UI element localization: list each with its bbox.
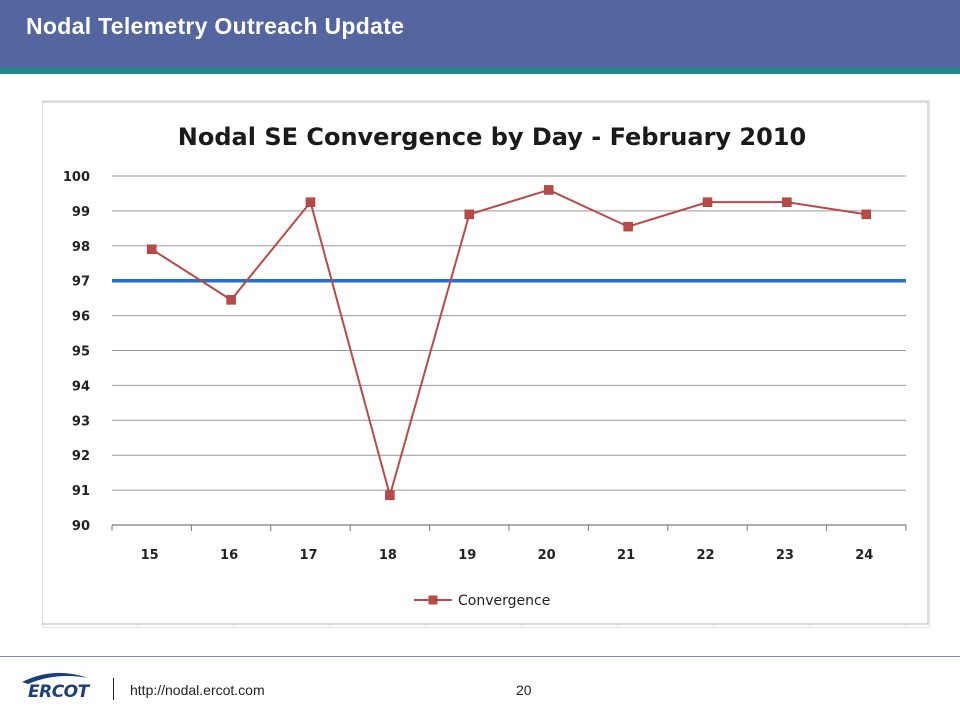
page-number: 20 [516, 682, 532, 698]
footer-url-link[interactable]: http://nodal.ercot.com [130, 682, 265, 698]
ercot-logo: ERCOT [18, 668, 92, 708]
y-tick-label: 96 [72, 310, 90, 325]
y-tick-label: 100 [63, 170, 90, 185]
chart-title: Nodal SE Convergence by Day - February 2… [178, 123, 806, 151]
y-tick-label: 91 [72, 484, 90, 499]
convergence-data-point [226, 295, 236, 305]
x-tick-label: 18 [379, 548, 397, 563]
convergence-data-point [623, 221, 633, 232]
convergence-data-point [782, 197, 792, 207]
x-tick-label: 20 [538, 548, 556, 563]
x-tick-label: 21 [617, 548, 635, 563]
convergence-data-point [146, 244, 157, 255]
x-tick-label: 23 [776, 548, 794, 563]
slide-title: Nodal Telemetry Outreach Update [26, 13, 405, 39]
convergence-chart: Nodal SE Convergence by Day - February 2… [42, 100, 930, 628]
slide-header: Nodal Telemetry Outreach Update [0, 0, 960, 68]
x-tick-label: 16 [220, 548, 238, 563]
legend-marker [428, 595, 438, 605]
y-tick-label: 98 [72, 240, 90, 255]
x-tick-label: 17 [299, 548, 317, 563]
y-tick-label: 93 [72, 414, 90, 429]
y-tick-label: 95 [72, 345, 90, 360]
convergence-data-point [305, 197, 316, 207]
header-stripe [0, 68, 960, 74]
y-tick-label: 92 [72, 449, 90, 464]
x-tick-label: 19 [458, 548, 476, 563]
y-tick-label: 97 [72, 275, 90, 290]
convergence-data-point [464, 209, 475, 220]
logo-swoosh-icon [22, 672, 88, 684]
convergence-data-point [543, 185, 554, 195]
convergence-data-point [861, 209, 872, 220]
y-tick-label: 90 [72, 519, 90, 534]
y-tick-label: 99 [72, 205, 90, 220]
footer-divider [0, 656, 960, 657]
legend-label: Convergence [458, 593, 550, 609]
chart-container: Nodal SE Convergence by Day - February 2… [42, 100, 930, 628]
x-tick-label: 22 [696, 548, 714, 563]
footer-separator [113, 678, 114, 700]
convergence-data-point [385, 490, 395, 501]
plot-frame [42, 101, 929, 625]
convergence-series-line [151, 188, 867, 500]
x-tick-label: 24 [855, 548, 873, 563]
x-tick-label: 15 [141, 548, 159, 563]
y-tick-label: 94 [72, 379, 90, 394]
logo-text: ERCOT [28, 682, 89, 702]
convergence-data-point [702, 197, 713, 207]
